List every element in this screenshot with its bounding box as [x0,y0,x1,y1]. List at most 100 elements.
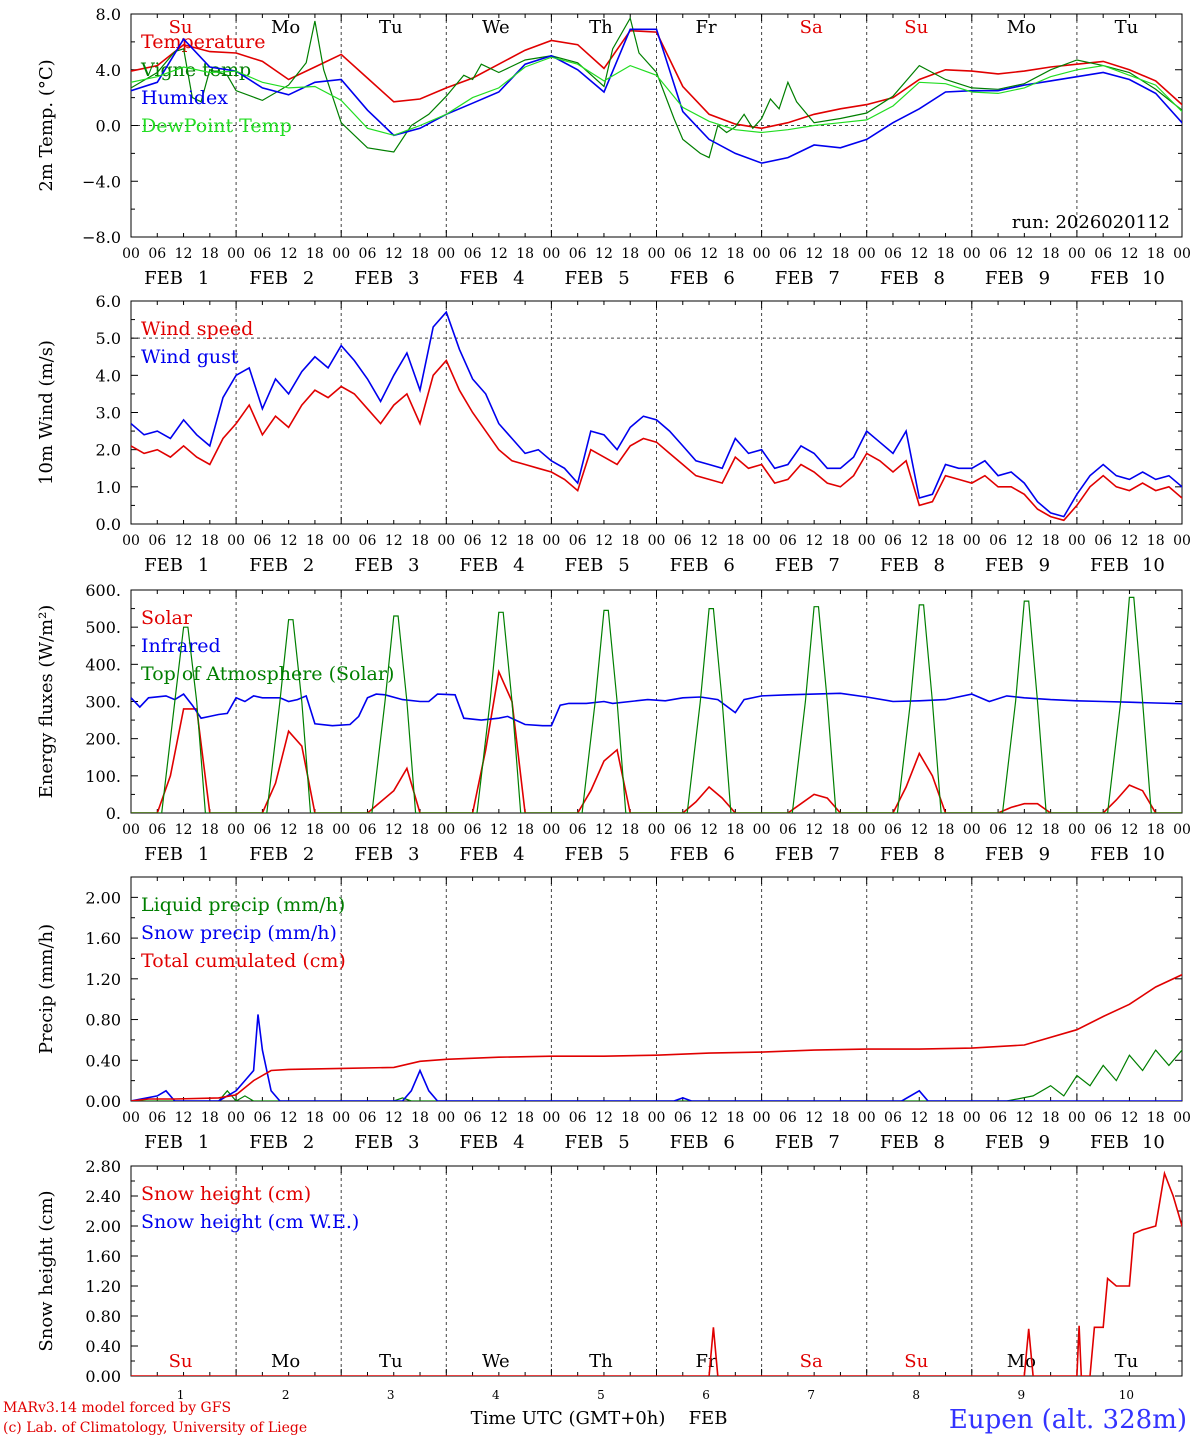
month-label: FEB [1090,555,1129,576]
y-tick-label: 0.80 [85,1307,121,1326]
date-label: 6 [723,844,734,865]
hour-tick-label: 00 [122,822,140,838]
month-label: FEB [144,1132,183,1153]
y-tick-label: 3.0 [96,404,121,423]
hour-tick-label: 12 [1015,1110,1033,1126]
run-annotation: run: 2026020112 [1012,212,1170,233]
hour-tick-label: 18 [832,246,850,262]
bottom-date-label: 4 [492,1388,500,1402]
month-label: FEB [880,1132,919,1153]
hour-tick-label: 18 [726,246,744,262]
weekday-label: Su [169,1351,193,1372]
hour-tick-label: 18 [411,822,429,838]
date-label: 3 [408,1132,419,1153]
hour-tick-label: 18 [832,822,850,838]
hour-tick-label: 18 [411,1110,429,1126]
hour-tick-label: 12 [805,246,823,262]
date-label: 10 [1142,1132,1165,1153]
hour-tick-label: 00 [227,533,245,549]
date-label: 9 [1039,1132,1050,1153]
date-label: 4 [513,1132,524,1153]
hour-tick-label: 06 [674,246,692,262]
hour-tick-label: 06 [464,533,482,549]
hour-tick-label: 12 [280,822,298,838]
hour-tick-label: 00 [542,533,560,549]
month-label: FEB [144,844,183,865]
weekday-label: Tu [1115,17,1139,38]
hour-tick-label: 12 [175,1110,193,1126]
month-label: FEB [775,844,814,865]
y-tick-label: 300. [85,693,121,712]
hour-tick-label: 00 [437,246,455,262]
hour-tick-label: 06 [1094,533,1112,549]
legend-entry: Wind speed [141,318,253,340]
hour-tick-label: 06 [779,1110,797,1126]
hour-tick-label: 18 [832,533,850,549]
hour-tick-label: 00 [648,1110,666,1126]
bottom-date-label: 7 [807,1388,815,1402]
hour-tick-label: 12 [805,533,823,549]
hour-tick-label: 18 [726,533,744,549]
hour-tick-label: 00 [858,533,876,549]
hour-tick-label: 06 [148,533,166,549]
hour-tick-label: 12 [910,246,928,262]
hour-tick-label: 12 [700,246,718,262]
hour-tick-label: 06 [569,533,587,549]
weekday-label: Th [589,1351,613,1372]
month-label: FEB [354,1132,393,1153]
date-label: 1 [198,1132,209,1153]
date-label: 2 [303,1132,314,1153]
series-line-dewpoint-temp [131,56,1182,136]
month-label: FEB [249,1132,288,1153]
series-line-total-cumulated-cm [131,973,1182,1101]
date-label: 2 [303,268,314,289]
hour-tick-label: 00 [332,822,350,838]
hour-tick-label: 00 [332,246,350,262]
date-label: 5 [618,268,629,289]
weekday-label: Tu [379,1351,403,1372]
hour-tick-label: 18 [832,1110,850,1126]
credit-line: MARv3.14 model forced by GFS [3,1400,231,1416]
y-tick-label: 2.00 [85,888,121,907]
hour-tick-label: 18 [1042,246,1060,262]
date-label: 7 [828,844,839,865]
hour-tick-label: 18 [306,533,324,549]
hour-tick-label: 06 [253,246,271,262]
month-label: FEB [354,555,393,576]
hour-tick-label: 00 [1068,822,1086,838]
hour-tick-label: 06 [989,246,1007,262]
hour-tick-label: 06 [884,246,902,262]
date-label: 7 [828,555,839,576]
hour-tick-label: 12 [1015,822,1033,838]
legend-entry: Snow height (cm) [141,1183,311,1205]
hour-tick-label: 18 [937,533,955,549]
weekday-label: Fr [696,1351,717,1372]
date-label: 5 [618,844,629,865]
month-label: FEB [670,844,709,865]
weekday-label: Su [169,17,193,38]
hour-tick-label: 12 [175,533,193,549]
date-label: 10 [1142,555,1165,576]
hour-tick-label: 18 [201,533,219,549]
date-label: 9 [1039,555,1050,576]
series-line-top-of-atmosphere-solar [131,596,1182,813]
hour-tick-label: 06 [569,822,587,838]
y-tick-label: 600. [85,581,121,600]
weekday-label: Mo [271,17,300,38]
series-line-vigne-temp [131,16,1182,159]
hour-tick-label: 12 [910,1110,928,1126]
hour-tick-label: 18 [621,1110,639,1126]
hour-tick-label: 00 [648,822,666,838]
plot-frame [130,300,1183,525]
hour-tick-label: 00 [753,1110,771,1126]
weekday-label: Su [904,1351,928,1372]
hour-tick-label: 06 [148,1110,166,1126]
hour-tick-label: 00 [963,533,981,549]
y-axis-label: Energy fluxes (W/m²) [36,605,57,799]
hour-tick-label: 18 [306,822,324,838]
date-label: 7 [828,1132,839,1153]
month-label: FEB [775,555,814,576]
month-label: FEB [565,268,604,289]
hour-tick-label: 12 [805,1110,823,1126]
